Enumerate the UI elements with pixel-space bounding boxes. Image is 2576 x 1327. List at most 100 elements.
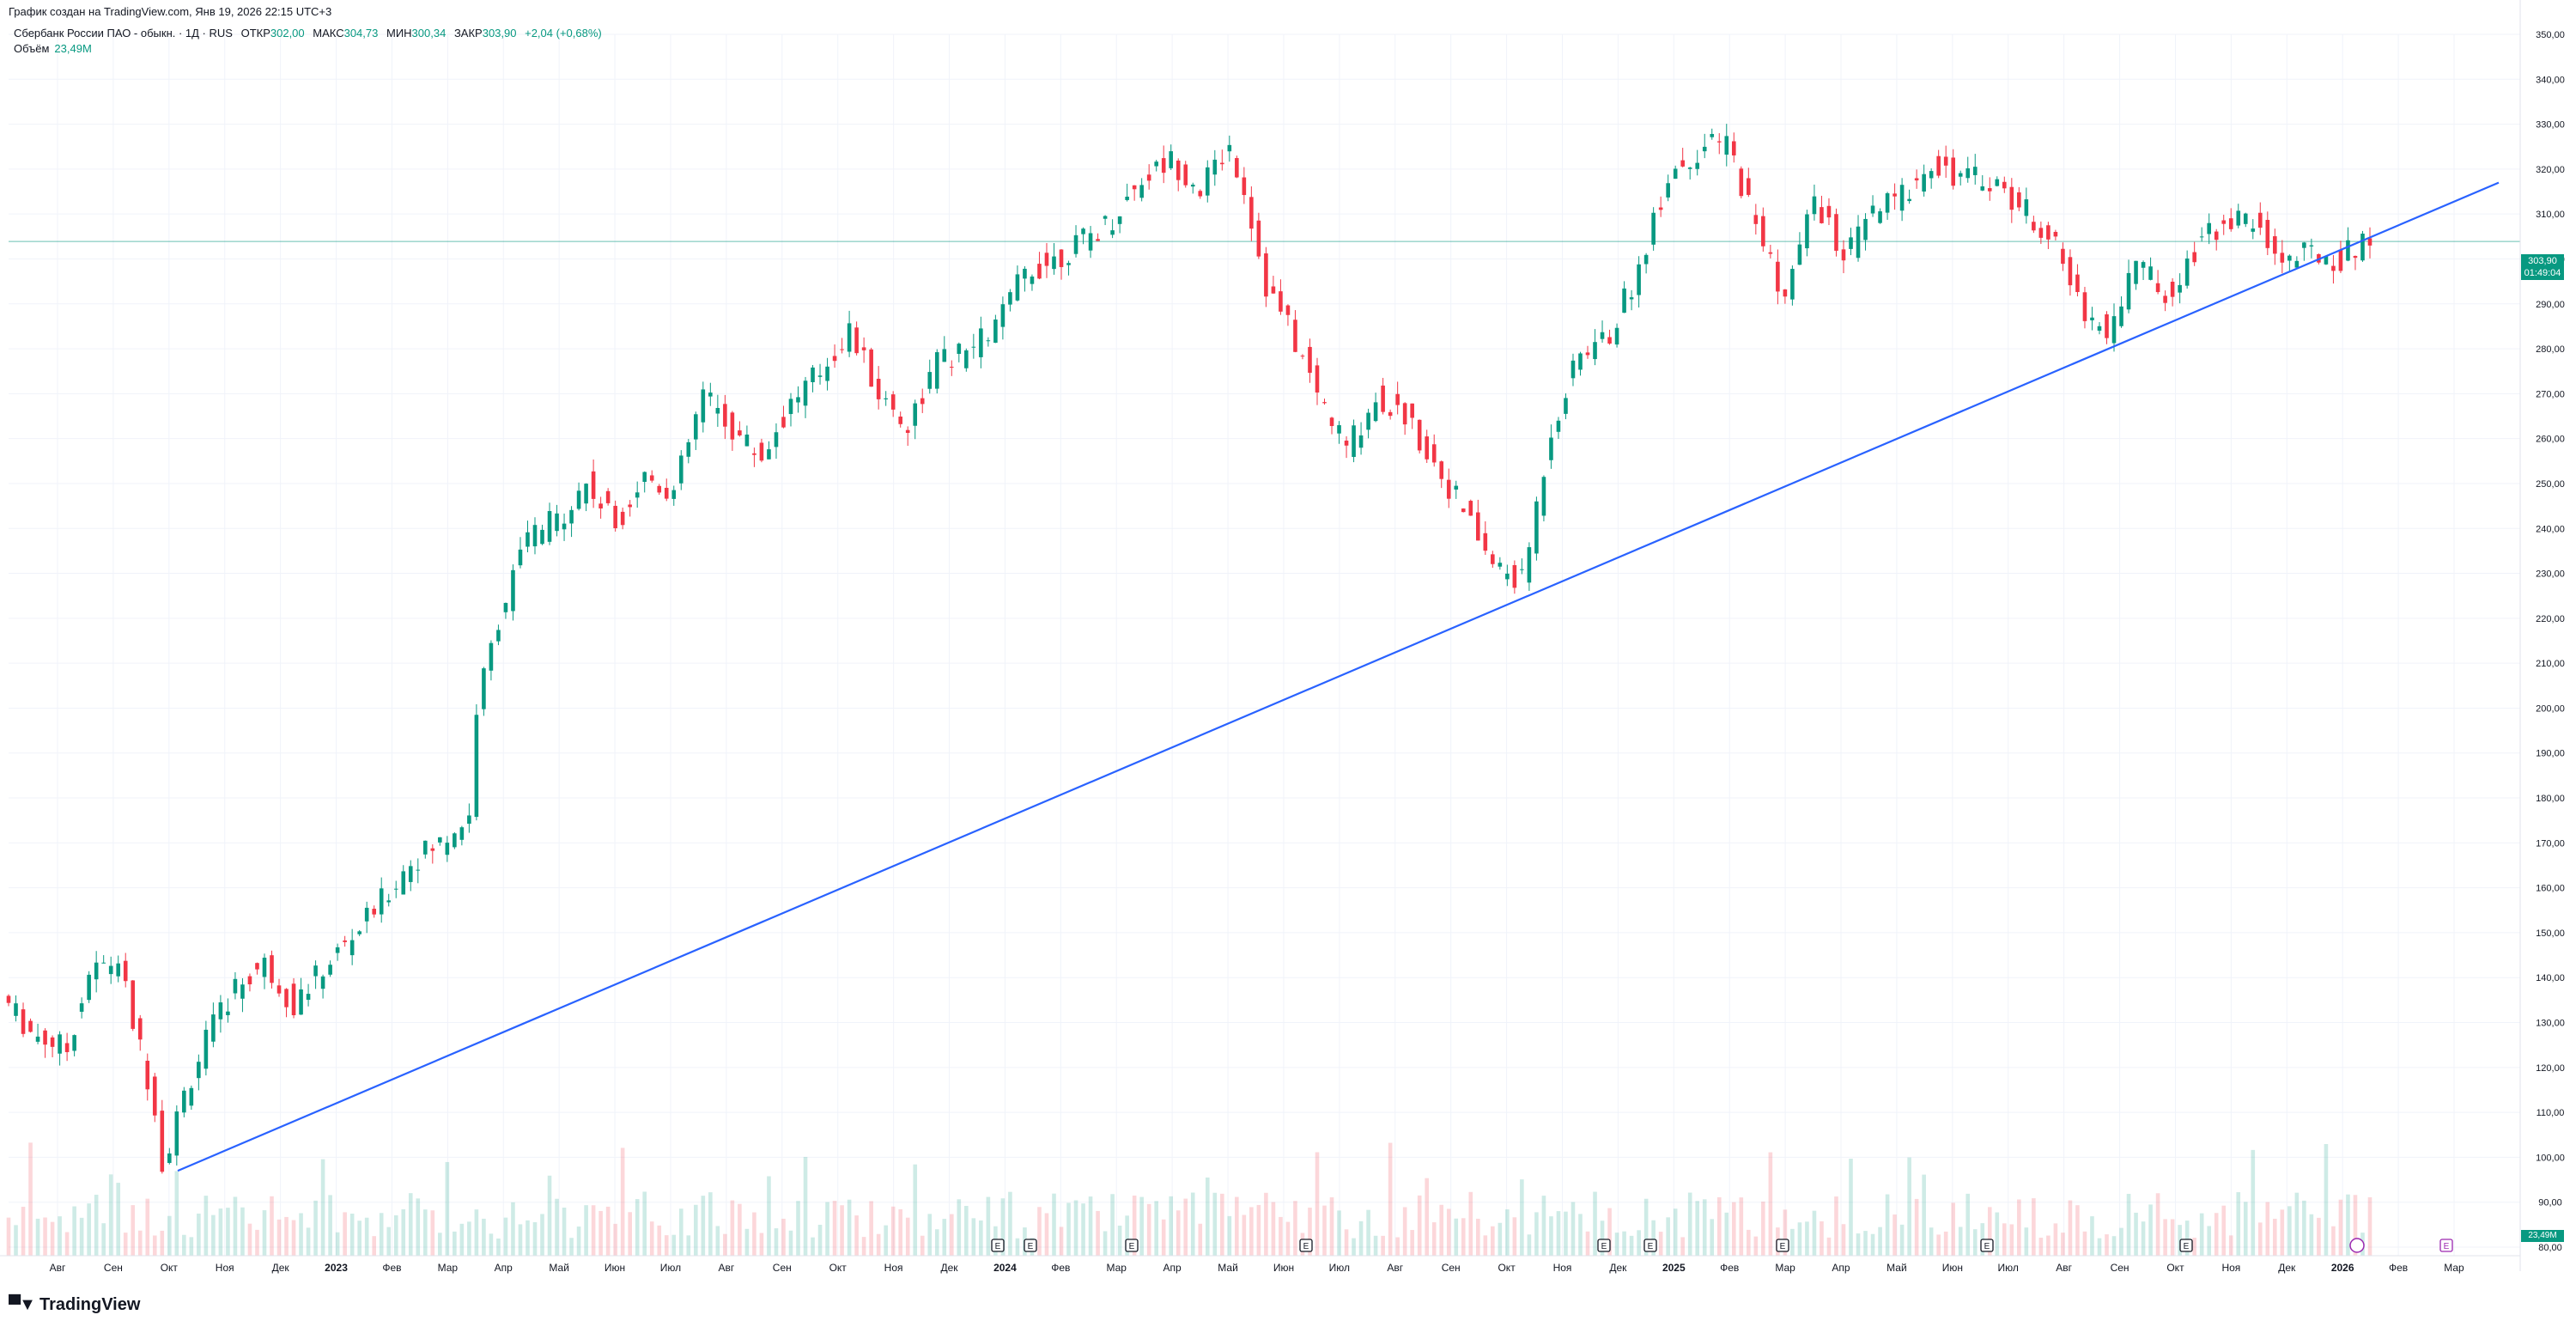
candle-body — [1008, 292, 1012, 305]
candle-body — [1841, 249, 1846, 261]
event-circle-icon[interactable] — [2349, 1238, 2365, 1253]
x-tick-label: Окт — [2166, 1262, 2184, 1274]
volume-bar — [1329, 1197, 1334, 1256]
x-tick-label: Июл — [1998, 1262, 2019, 1274]
candle-body — [2009, 186, 2014, 210]
earnings-marker-box[interactable] — [1776, 1239, 1789, 1252]
earnings-marker-box[interactable] — [2179, 1239, 2193, 1252]
earnings-marker[interactable]: E — [991, 1239, 1005, 1252]
candle-body — [489, 642, 494, 671]
earnings-marker[interactable]: E — [1597, 1239, 1611, 1252]
candle-body — [1629, 297, 1634, 300]
volume-bar — [2324, 1143, 2329, 1256]
volume-bar — [2024, 1227, 2029, 1256]
candle-body — [1922, 173, 1926, 192]
volume-bar — [1366, 1209, 1370, 1256]
earnings-marker-box[interactable] — [1980, 1239, 1994, 1252]
volume-bar — [328, 1195, 332, 1256]
candle-body — [1512, 564, 1517, 588]
symbol-title[interactable]: Сбербанк России ПАО - обыкн. · 1Д · RUS — [14, 27, 233, 40]
volume-bar — [335, 1232, 340, 1256]
candle-body — [291, 983, 296, 1015]
earnings-marker[interactable]: E — [1643, 1239, 1657, 1252]
open-value: 302,00 — [270, 27, 305, 40]
earnings-marker-box[interactable] — [1597, 1239, 1611, 1252]
candle-body — [1600, 332, 1605, 339]
volume-bar — [1702, 1199, 1707, 1256]
trendline[interactable] — [177, 181, 2500, 1172]
candle-body — [2017, 192, 2021, 208]
volume-bar — [2353, 1195, 2358, 1256]
candle-body — [1388, 411, 1393, 417]
candle-body — [730, 412, 735, 440]
y-tick-label: 110,00 — [2537, 1108, 2565, 1118]
volume-bar — [730, 1200, 735, 1256]
volume-bar — [306, 1227, 311, 1256]
tradingview-brand[interactable]: ▀▼ TradingView — [9, 1295, 140, 1315]
earnings-marker-box[interactable] — [1299, 1239, 1313, 1252]
x-tick-label: Авг — [719, 1262, 735, 1274]
candle-body — [1651, 212, 1656, 245]
volume-bar — [218, 1208, 223, 1256]
candle-body — [811, 367, 815, 382]
candle-body — [2338, 249, 2343, 271]
volume-bar — [1666, 1217, 1670, 1256]
candle-body — [1132, 185, 1137, 190]
volume-bar — [576, 1227, 581, 1256]
earnings-marker-glyph: E — [995, 1242, 1001, 1251]
volume-bar — [123, 1233, 128, 1256]
candle-body — [2155, 283, 2160, 293]
earnings-marker[interactable]: E — [1125, 1239, 1139, 1252]
earnings-marker-box[interactable] — [991, 1239, 1005, 1252]
volume-label[interactable]: Объём — [14, 42, 50, 55]
earnings-marker[interactable]: E — [2179, 1239, 2193, 1252]
earnings-marker[interactable]: E — [1980, 1239, 1994, 1252]
candle-body — [2148, 266, 2153, 280]
candle-body — [1395, 393, 1400, 405]
volume-bar — [1183, 1198, 1188, 1256]
earnings-marker-box[interactable] — [1024, 1239, 1037, 1252]
volume-bar — [642, 1191, 647, 1256]
y-tick-label: 140,00 — [2536, 973, 2565, 983]
candle-body — [21, 1009, 26, 1034]
candle-body — [211, 1014, 216, 1042]
candle-body — [2309, 245, 2314, 247]
candle-body — [1227, 144, 1232, 152]
x-tick-label: Фев — [2389, 1262, 2408, 1274]
candle-body — [2221, 220, 2227, 224]
earnings-marker-box[interactable] — [1125, 1239, 1139, 1252]
time-axis[interactable]: Авг Сен Окт Ноя Дек 2023 Фев Мар Апр Май Июн Июл Авг… — [50, 1262, 2464, 1274]
volume-bar — [1498, 1222, 1503, 1256]
candle-body — [1110, 230, 1115, 235]
volume-bar — [1936, 1234, 1941, 1256]
candle-body — [1073, 234, 1078, 254]
volume-bar — [1578, 1214, 1583, 1256]
earnings-marker[interactable]: E — [1024, 1239, 1037, 1252]
volume-bar — [781, 1218, 786, 1256]
volume-bar — [715, 1226, 720, 1256]
price-axis[interactable]: 350,00340,00330,00320,00310,00300,00290,… — [0, 0, 2565, 1271]
candle-body — [1899, 185, 1905, 211]
candle-body — [2214, 231, 2219, 240]
earnings-marker-box[interactable] — [1643, 1239, 1657, 1252]
x-tick-label: Ноя — [216, 1262, 234, 1274]
volume-bar — [1454, 1218, 1459, 1256]
volume-bar — [1242, 1214, 1247, 1256]
y-tick-label: 320,00 — [2536, 165, 2565, 175]
candle-body — [1402, 403, 1407, 425]
candle-body — [2061, 248, 2065, 265]
earnings-marker[interactable]: E — [1299, 1239, 1313, 1252]
candle-body — [1585, 352, 1590, 356]
candle-body — [694, 414, 698, 440]
candle-body — [2046, 225, 2050, 240]
earnings-marker[interactable]: E — [2439, 1239, 2453, 1252]
volume-bar — [927, 1214, 933, 1256]
earnings-marker[interactable]: E — [1776, 1239, 1789, 1252]
earnings-marker-box[interactable] — [2439, 1239, 2453, 1252]
candle-body — [270, 955, 274, 983]
candle-body — [255, 963, 259, 970]
candle-body — [1066, 263, 1071, 265]
candle-body — [2257, 212, 2263, 228]
